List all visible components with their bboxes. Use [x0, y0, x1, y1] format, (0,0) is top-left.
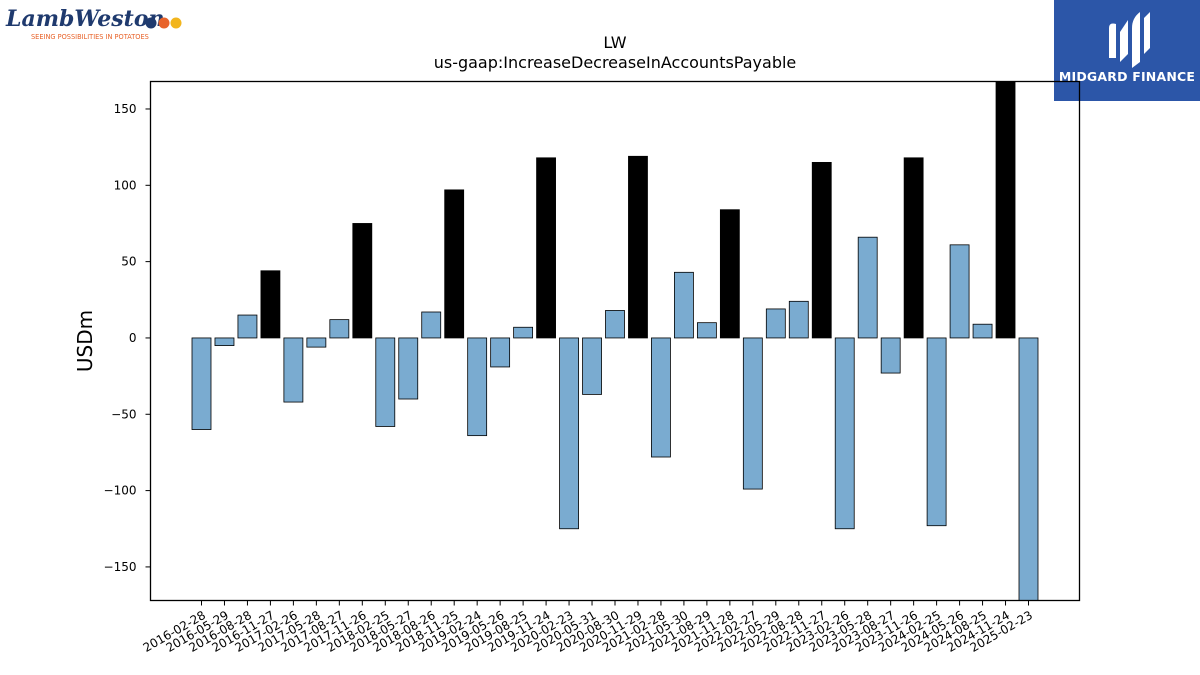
x-axis-ticks: 2016-02-282016-05-292016-08-282016-11-27… [141, 600, 1035, 655]
brand-tagline: SEEING POSSIBILITIES IN POTATOES [31, 33, 149, 41]
bar-2024-08-25 [972, 323, 993, 339]
partner-name: MIDGARD FINANCE [1058, 69, 1196, 84]
bar-2017-02-26 [283, 337, 304, 403]
chart-title: LW [603, 33, 626, 52]
bar-2021-11-28 [719, 209, 740, 339]
midgard-mark-icon [1109, 12, 1150, 68]
y-tick-label: −50 [111, 407, 136, 421]
bar-2020-02-23 [559, 337, 579, 530]
bar-2025-02-23 [1018, 337, 1039, 601]
bar-2020-08-30 [605, 310, 625, 339]
lambweston-logo: LambWeston SEEING POSSIBILITIES IN POTAT… [4, 2, 194, 46]
y-tick-label: −100 [104, 484, 137, 498]
bar-2022-11-27 [811, 161, 832, 339]
bar-2017-08-27 [329, 319, 350, 339]
bars-group [191, 81, 1039, 601]
bar-2017-05-28 [306, 337, 327, 348]
bar-2021-05-30 [674, 271, 694, 339]
bar-2023-08-27 [880, 337, 901, 374]
midgard-finance-logo: MIDGARD FINANCE [1054, 0, 1200, 101]
bar-2019-11-24 [536, 157, 556, 339]
brand-dot-1 [145, 17, 157, 29]
bar-2019-05-26 [490, 337, 511, 368]
y-tick-label: 100 [114, 178, 137, 192]
bar-2016-02-28 [191, 337, 212, 430]
bar-2018-08-26 [421, 311, 442, 339]
y-tick-label: −150 [104, 560, 137, 574]
bar-2018-05-27 [398, 337, 419, 400]
bar-2019-08-25 [513, 326, 534, 339]
bar-2023-11-26 [903, 157, 924, 339]
bar-2016-05-29 [214, 337, 235, 346]
bar-2022-08-28 [788, 300, 809, 339]
brand-dot-3 [170, 17, 182, 29]
bar-2020-11-29 [628, 155, 648, 339]
chart-subtitle: us-gaap:IncreaseDecreaseInAccountsPayabl… [434, 53, 797, 72]
bar-2024-05-26 [949, 244, 970, 339]
y-axis-label: USDm [73, 310, 97, 372]
bar-2017-11-26 [352, 223, 373, 339]
y-axis-ticks: −150 −100 −50 0 50 100 150 [104, 102, 151, 574]
bar-2024-02-25 [926, 337, 947, 527]
y-tick-label: 150 [114, 102, 137, 116]
bar-2022-02-27 [742, 337, 763, 490]
bar-2023-05-28 [857, 236, 878, 339]
bar-2016-11-27 [260, 270, 281, 339]
bar-2022-05-29 [765, 308, 786, 339]
y-tick-label: 0 [129, 331, 137, 345]
bar-2018-11-25 [444, 189, 465, 339]
y-tick-label: 50 [121, 255, 136, 269]
bar-2021-02-28 [651, 337, 671, 458]
bar-2024-11-24 [995, 81, 1016, 339]
brand-dot-2 [158, 17, 170, 29]
bar-2019-02-24 [467, 337, 488, 437]
bar-2023-02-26 [834, 337, 855, 530]
bar-2016-08-28 [237, 314, 258, 339]
bar-2021-08-29 [696, 322, 717, 339]
brand-wordmark: LambWeston [5, 6, 165, 32]
bar-2018-02-25 [375, 337, 396, 427]
bar-2020-05-31 [582, 337, 602, 395]
